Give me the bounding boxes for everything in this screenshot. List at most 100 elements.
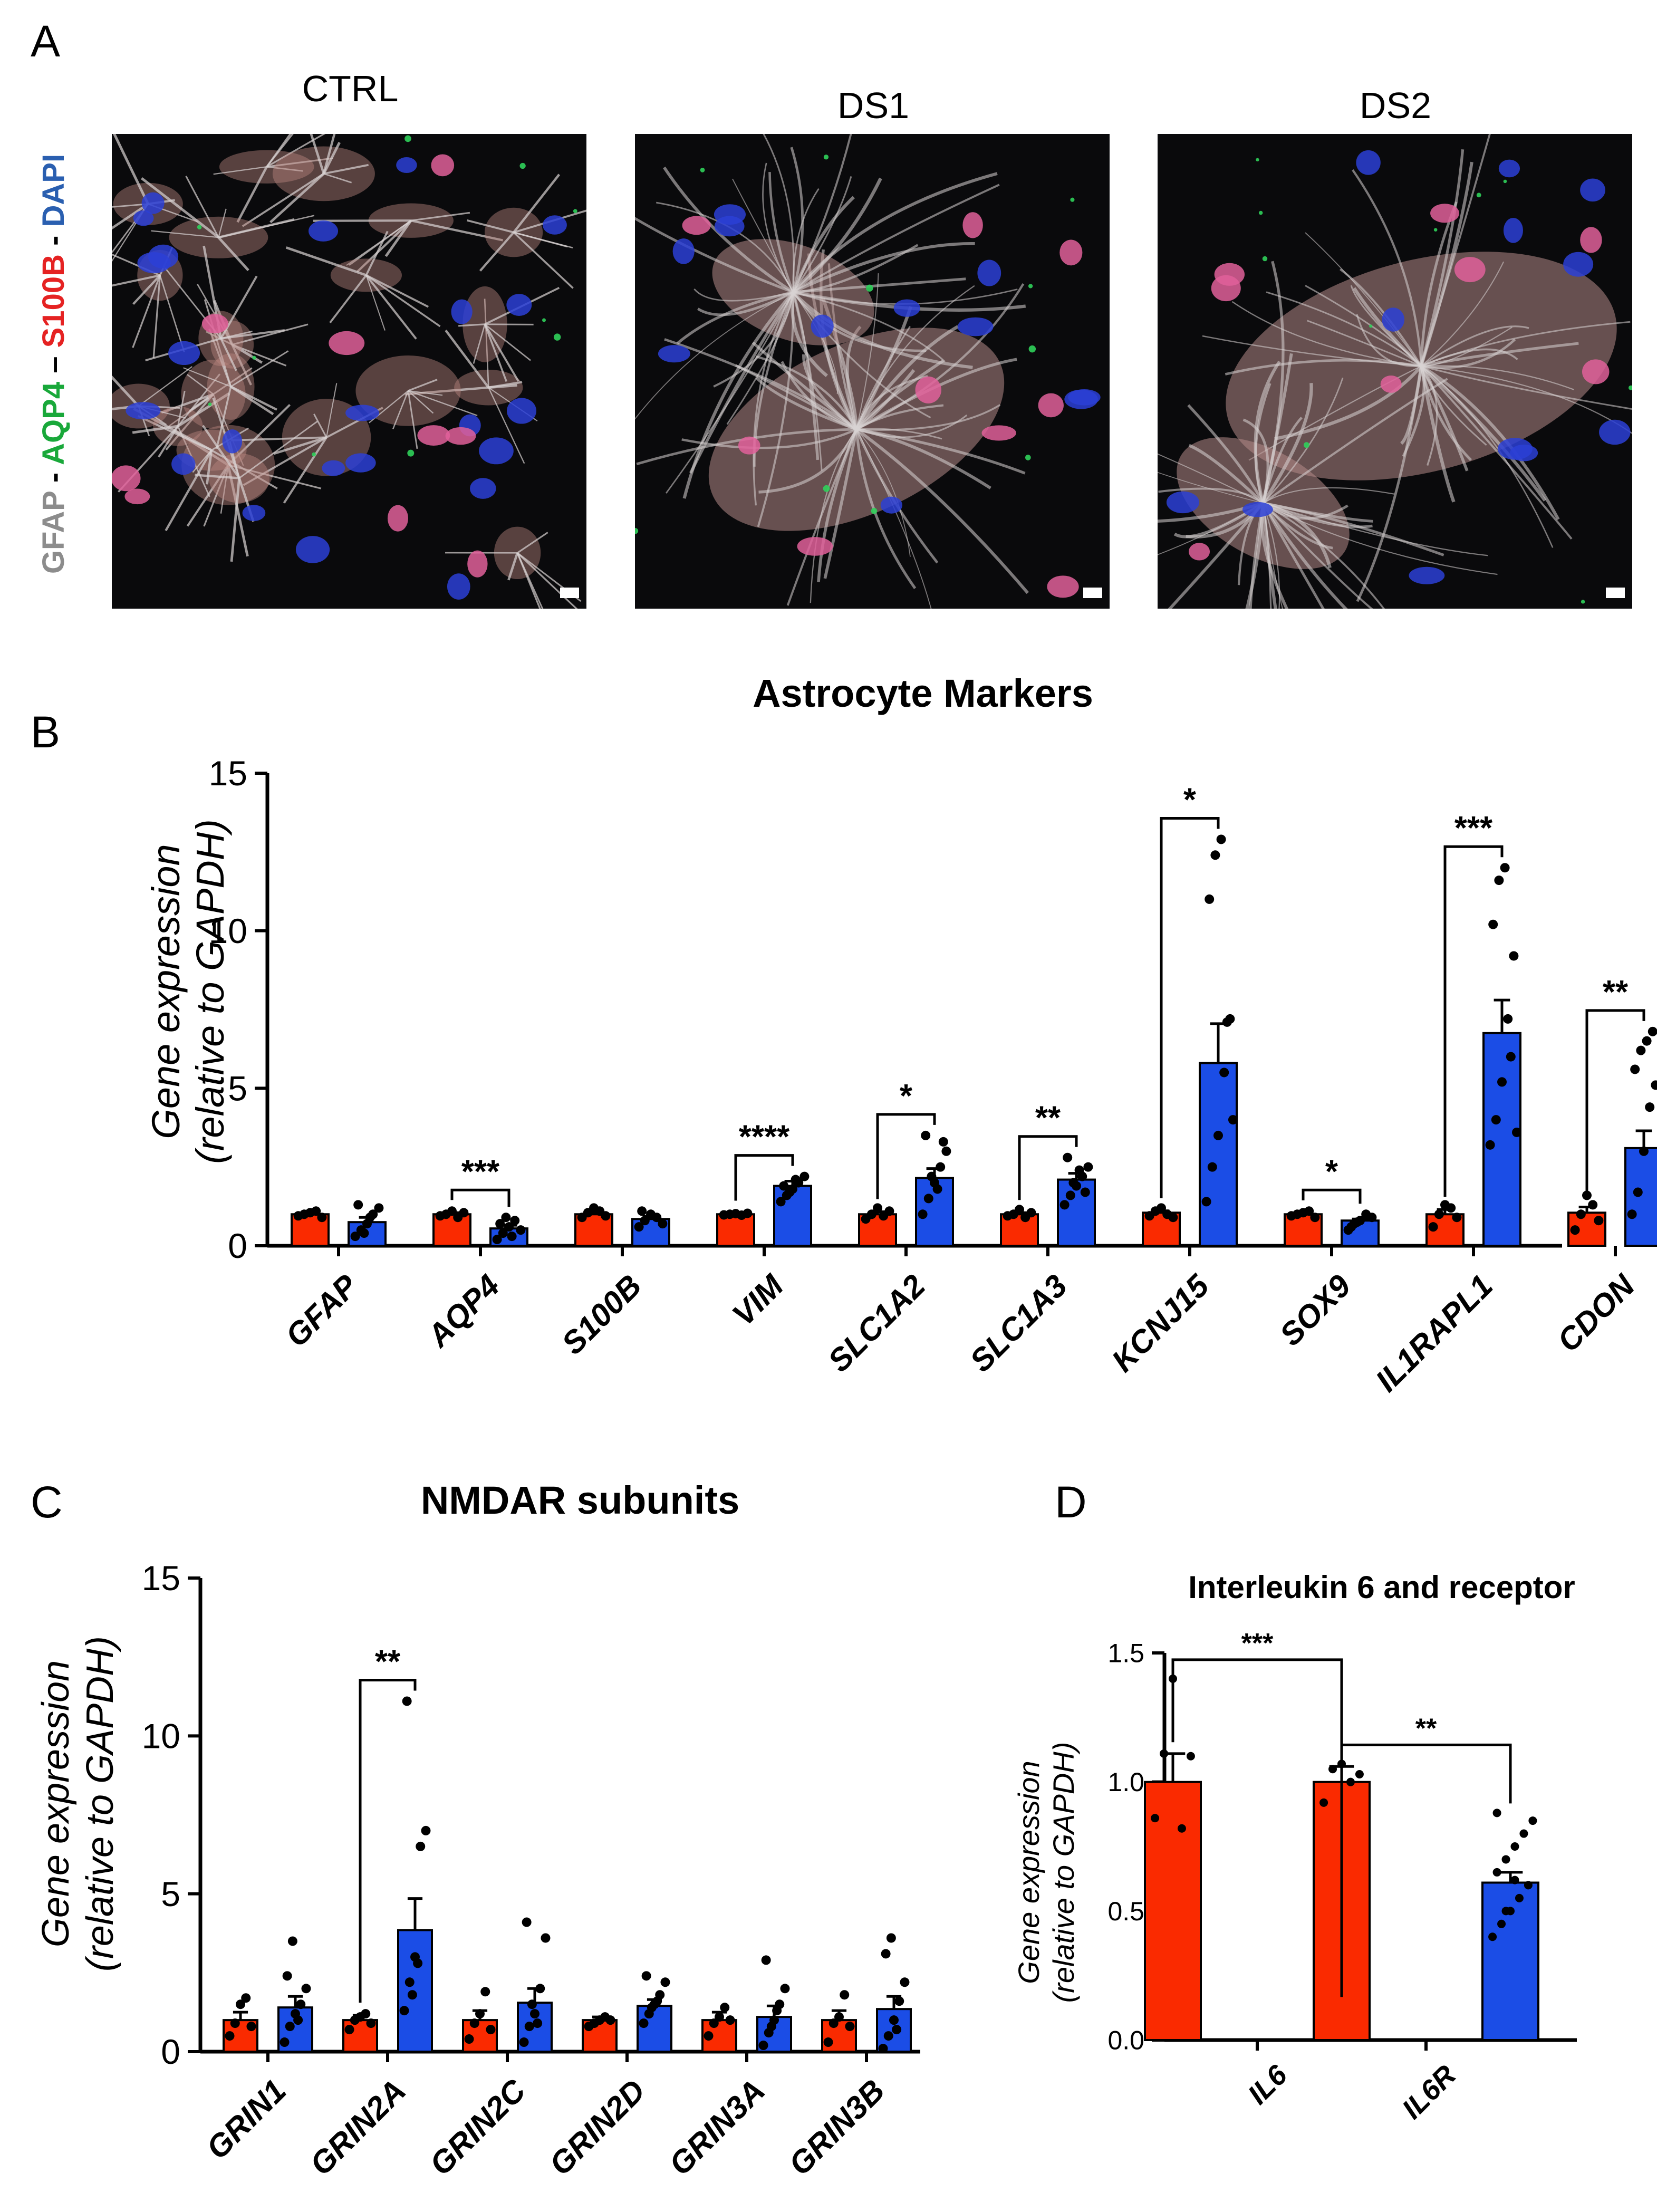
data-point [241,1993,251,2003]
data-point [605,2015,615,2025]
data-point [1515,1893,1524,1902]
bar [1624,1147,1657,1247]
data-point [1328,1765,1337,1774]
data-point [469,2018,479,2028]
category-label: IL6 [1242,2059,1294,2110]
bar [1482,1032,1521,1247]
data-point [495,1219,505,1229]
chart-c-title: NMDAR subunits [420,1478,740,1522]
data-point [1639,1146,1649,1156]
significance-bracket [450,1188,510,1207]
data-point [522,1917,532,1927]
data-point [799,1171,810,1181]
data-point [921,1130,931,1140]
data-point [823,2037,833,2047]
data-point [1651,1080,1657,1090]
data-point [1500,863,1510,873]
significance-bracket [1018,1135,1078,1200]
data-point [866,1209,876,1219]
significance-label: *** [1454,810,1493,847]
data-point [1503,1014,1513,1024]
stain-label-part: GFAP [36,491,71,574]
y-axis-label: Gene expression [1012,1761,1045,1984]
data-point [1222,1017,1232,1027]
significance-label: **** [739,1119,790,1156]
data-point [374,1203,384,1213]
data-point [1485,1140,1495,1150]
data-point [938,1137,948,1147]
data-point [1063,1152,1073,1162]
data-point [535,1984,545,1994]
data-point [504,1222,514,1232]
significance-bracket [734,1154,794,1201]
micrograph-ds2 [1158,134,1632,609]
chart-d-title: Interleukin 6 and receptor [1188,1570,1575,1605]
data-point [1494,876,1504,886]
data-point [399,2006,409,2016]
data-point [791,1175,801,1185]
data-point [1059,1200,1070,1210]
bar [637,2005,672,2053]
category-label: SLC1A2 [821,1268,932,1379]
data-point [1630,1064,1640,1074]
data-point [772,2006,782,2016]
data-point [828,2018,839,2028]
data-point [1434,1209,1444,1219]
panel-label-b: B [31,707,61,757]
significance-label: * [1183,782,1197,818]
significance-label: * [1325,1153,1338,1190]
data-point [1627,1209,1637,1219]
category-label: AQP4 [420,1268,506,1354]
data-point [293,2015,303,2025]
data-point [282,1971,292,1981]
data-point [501,1213,511,1223]
micrograph-ds1 [635,134,1110,609]
data-point [1367,1213,1377,1223]
data-point [1177,1824,1186,1833]
data-point [361,2009,371,2019]
data-point [1510,1842,1519,1851]
data-point [834,2012,844,2022]
y-tick-label: 0.5 [1107,1897,1144,1926]
data-point [936,1162,946,1172]
chart-c: 0 5 10 15 Gene expression (relative to GAPDH)… [35,1559,920,2182]
data-point [1488,1932,1497,1941]
data-point [524,2022,534,2032]
significance-bracket [1302,1188,1362,1204]
data-point [1594,1216,1604,1226]
data-point [236,1999,245,2009]
data-point [1506,1052,1516,1062]
data-point [900,1977,910,1987]
y-tick-label: 0 [228,1226,247,1265]
data-point [1304,1206,1314,1216]
y-tick-label: 15 [142,1559,180,1598]
data-point [365,1213,375,1223]
data-point [447,1206,457,1216]
category-label: VIM [725,1267,791,1332]
data-point [941,1146,951,1156]
bar [1199,1062,1238,1247]
stain-label: GFAP - AQP4 – S100B - DAPI [36,119,72,609]
data-point [883,2031,893,2041]
data-point [317,1213,327,1223]
significance-bracket [1160,816,1220,1198]
image-title-ds2: DS2 [1359,85,1432,126]
data-point [647,2003,657,2013]
category-label: CDON [1550,1267,1642,1359]
data-point [1501,1907,1510,1916]
y-tick-label: 1.0 [1107,1767,1144,1797]
data-point [1201,1197,1211,1207]
data-point [1519,1829,1528,1838]
image-title-ctrl: CTRL [302,68,399,109]
significance-label: ** [1035,1100,1061,1137]
y-tick-label: 15 [209,754,247,793]
data-point [1452,1213,1462,1223]
data-point [1157,1203,1166,1213]
data-point [840,1990,850,2000]
y-axis-label: (relative to GAPDH) [188,819,232,1164]
data-point [878,2044,888,2054]
data-point [1216,834,1226,844]
data-point [1509,951,1519,961]
chart-d: 0.0 0.5 1.0 1.5 Gene expression (relative to … [1012,1628,1577,2125]
data-point [889,2015,899,2025]
